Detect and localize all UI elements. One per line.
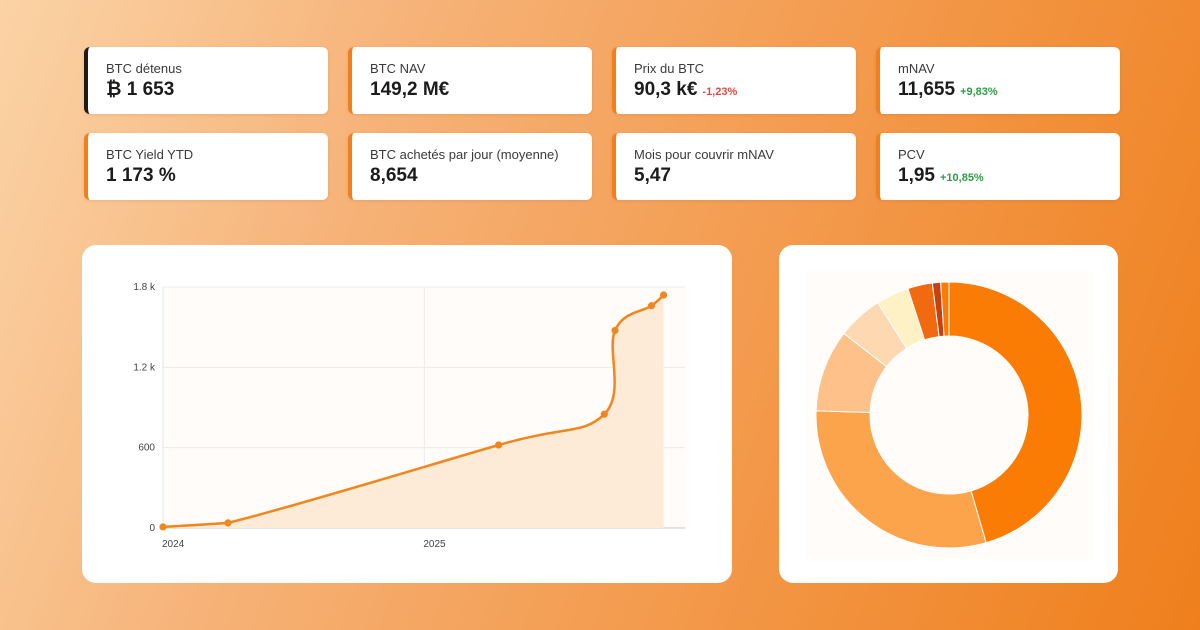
x-tick-label: 2025 <box>423 539 446 550</box>
y-tick-label: 0 <box>149 523 155 534</box>
kpi-value: 5,47 <box>634 165 671 186</box>
kpi-value-row: 8,654 <box>370 164 592 188</box>
btc-holdings-chart-panel: 0 600 1.2 k 1.8 k 2024 2025 <box>82 245 732 583</box>
kpi-change-badge: -1,23% <box>702 86 738 98</box>
kpi-value-row: ₿ 1 653 <box>106 78 328 102</box>
kpi-card: mNAV 11,655 +9,83% <box>876 47 1120 114</box>
btc-holdings-line-chart: 0 600 1.2 k 1.8 k 2024 2025 <box>133 282 685 550</box>
donut-slice <box>815 410 987 549</box>
kpi-change-badge: +9,83% <box>960 86 998 98</box>
kpi-label: Mois pour couvrir mNAV <box>634 147 774 162</box>
donut-slice <box>948 281 1083 544</box>
kpi-card: BTC Yield YTD 1 173 % <box>84 133 328 200</box>
donut-slice <box>940 281 950 337</box>
kpi-value: 1 173 % <box>106 165 176 186</box>
allocation-donut-chart <box>805 271 1093 559</box>
kpi-card: PCV 1,95 +10,85% <box>876 133 1120 200</box>
data-point <box>659 291 668 299</box>
series-area <box>163 295 664 528</box>
kpi-label: BTC NAV <box>370 61 426 76</box>
kpi-card: Prix du BTC 90,3 k€ -1,23% <box>612 47 856 114</box>
series-line <box>162 294 665 529</box>
data-point <box>495 441 503 449</box>
y-tick-label: 600 <box>138 443 155 454</box>
kpi-change-badge: +10,85% <box>939 172 984 184</box>
kpi-card: BTC détenus ₿ 1 653 <box>84 47 328 114</box>
kpi-label: BTC détenus <box>106 61 182 76</box>
kpi-value: ₿ 1 653 <box>106 79 175 100</box>
allocation-donut-panel <box>779 245 1118 583</box>
kpi-value: 11,655 <box>898 79 956 100</box>
kpi-label: PCV <box>898 147 925 162</box>
data-point <box>600 410 608 418</box>
kpi-card: BTC achetés par jour (moyenne) 8,654 <box>348 133 592 200</box>
kpi-value-row: 5,47 <box>634 164 856 188</box>
kpi-value-row: 11,655 +9,83% <box>898 78 1120 102</box>
kpi-value: 149,2 M€ <box>370 79 450 100</box>
y-tick-label: 1.8 k <box>133 282 156 293</box>
kpi-label: Prix du BTC <box>634 61 705 76</box>
kpi-value-row: 1,95 +10,85% <box>898 164 1120 188</box>
kpi-label: BTC achetés par jour (moyenne) <box>370 147 559 162</box>
kpi-value: 1,95 <box>898 165 935 186</box>
kpi-value-row: 1 173 % <box>106 164 328 188</box>
kpi-value: 90,3 k€ <box>634 79 698 100</box>
kpi-card: Mois pour couvrir mNAV 5,47 <box>612 133 856 200</box>
kpi-value-row: 149,2 M€ <box>370 78 592 102</box>
kpi-label: BTC Yield YTD <box>106 147 194 162</box>
x-tick-label: 2024 <box>162 539 185 550</box>
data-point <box>611 326 619 335</box>
data-point <box>647 302 656 310</box>
kpi-value-row: 90,3 k€ -1,23% <box>634 78 856 102</box>
kpi-card: BTC NAV 149,2 M€ <box>348 47 592 114</box>
y-tick-label: 1.2 k <box>133 362 156 373</box>
data-point <box>224 519 232 527</box>
kpi-label: mNAV <box>898 61 935 76</box>
kpi-value: 8,654 <box>370 165 418 186</box>
data-point <box>159 523 167 531</box>
